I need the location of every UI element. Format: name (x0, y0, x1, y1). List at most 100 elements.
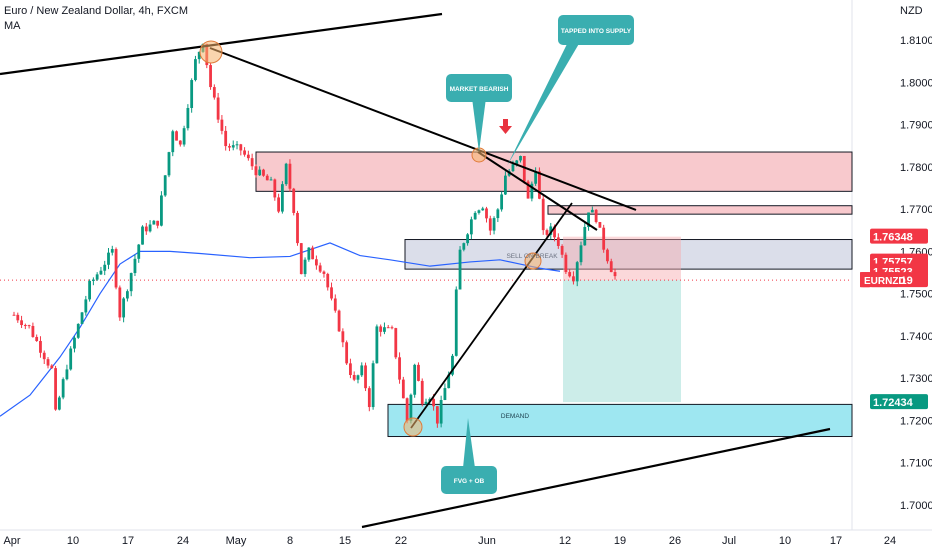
candle-body (364, 365, 367, 389)
candle-body (504, 175, 507, 195)
bearish-arrow-shaft (503, 119, 508, 126)
candle-body (178, 140, 182, 145)
x-tick-label: 24 (884, 535, 896, 547)
candle-body (496, 209, 500, 219)
candle-body (519, 155, 522, 161)
x-tick-label: Apr (3, 535, 20, 547)
candle-body (315, 259, 318, 266)
candle-body (228, 146, 231, 148)
time-axis-ticks: Apr 10 17 24 May 8 15 22 Jun 12 19 26 Jul 10 17 24 (3, 535, 896, 547)
price-axis-currency: NZD (900, 5, 923, 17)
candle-body (197, 51, 201, 60)
candle-body (212, 87, 216, 98)
candle-body (148, 224, 152, 232)
candle-body (477, 210, 481, 213)
candle-body (167, 152, 171, 176)
candle-body (95, 274, 99, 280)
candle-body (277, 197, 280, 212)
candle-body (20, 320, 23, 326)
candle-body (568, 272, 572, 277)
y-tick-label: 1.79000 (900, 120, 932, 132)
candle-body (137, 244, 141, 259)
chart-title: Euro / New Zealand Dollar, 4h, FXCM (4, 5, 189, 17)
candle-body (371, 363, 375, 408)
chart-legend: Euro / New Zealand Dollar, 4h, FXCM MA (4, 4, 188, 34)
candle-body (330, 287, 333, 299)
candle-body (432, 398, 435, 407)
candle-body (485, 208, 488, 219)
candle-body (12, 314, 16, 316)
y-tick-label: 1.74000 (900, 331, 932, 343)
y-tick-label: 1.77000 (900, 204, 932, 216)
candle-body (284, 163, 288, 185)
candle-body (556, 237, 560, 246)
candle-body (171, 131, 175, 153)
candle-body (424, 401, 428, 404)
peak-circle (199, 40, 223, 64)
candle-body (118, 287, 122, 318)
candle-body (564, 254, 568, 273)
candle-body (54, 368, 57, 410)
candle-body (91, 279, 95, 281)
lower-channel-line (361, 427, 831, 529)
candle-body (613, 272, 617, 277)
candle-body (405, 398, 409, 421)
candle-body (84, 299, 88, 313)
descending-trendline (209, 47, 637, 211)
candle-body (326, 273, 330, 288)
candle-body (163, 175, 167, 196)
zone-sell-zone (404, 239, 853, 270)
x-tick-label: Jun (478, 535, 496, 547)
candle-body (379, 326, 383, 332)
candle-body (530, 183, 534, 199)
candle-body (114, 249, 118, 288)
upper-trendline (0, 12, 443, 76)
break-circle (524, 252, 542, 270)
candle-body (107, 252, 110, 265)
candle-body (590, 209, 594, 213)
candle-body (602, 227, 606, 250)
candle-body (341, 331, 345, 343)
candle-body (594, 209, 598, 223)
candle-body (246, 154, 250, 159)
x-tick-label: 10 (779, 535, 791, 547)
candle-body (288, 163, 292, 189)
candle-body (103, 264, 107, 271)
candle-body (390, 327, 394, 329)
candle-body (144, 226, 148, 232)
candle-body (609, 261, 613, 273)
candle-body (23, 325, 27, 327)
candle-body (50, 365, 54, 369)
x-tick-label: 19 (614, 535, 626, 547)
candle-body (451, 355, 454, 375)
candle-body (413, 364, 417, 395)
candle-body (307, 247, 311, 260)
candle-body (337, 310, 341, 332)
candle-body (534, 171, 538, 184)
candle-body (220, 119, 224, 131)
candle-body (292, 188, 296, 213)
candle-body (99, 270, 103, 275)
y-tick-label: 1.70000 (900, 500, 932, 512)
candle-body (583, 226, 587, 246)
candle-body (481, 208, 485, 211)
candle-body (367, 388, 371, 408)
x-tick-label: May (226, 535, 247, 547)
label-sell-on-break: SELL ON BREAK (506, 253, 558, 260)
candle-body (500, 194, 504, 210)
candle-body (572, 276, 575, 282)
x-tick-label: 17 (830, 535, 842, 547)
candle-body (462, 243, 466, 250)
candle-body (356, 375, 360, 380)
candle-body (318, 265, 322, 272)
candle-body (110, 249, 114, 253)
y-tick-label: 1.72000 (900, 415, 932, 427)
price-tag-1.76348: 1.76348 (873, 232, 913, 244)
candle-body (606, 249, 609, 262)
candles (12, 43, 617, 428)
callout-box-fvg (441, 466, 497, 494)
candle-body (243, 150, 246, 155)
candle-body (46, 359, 50, 366)
